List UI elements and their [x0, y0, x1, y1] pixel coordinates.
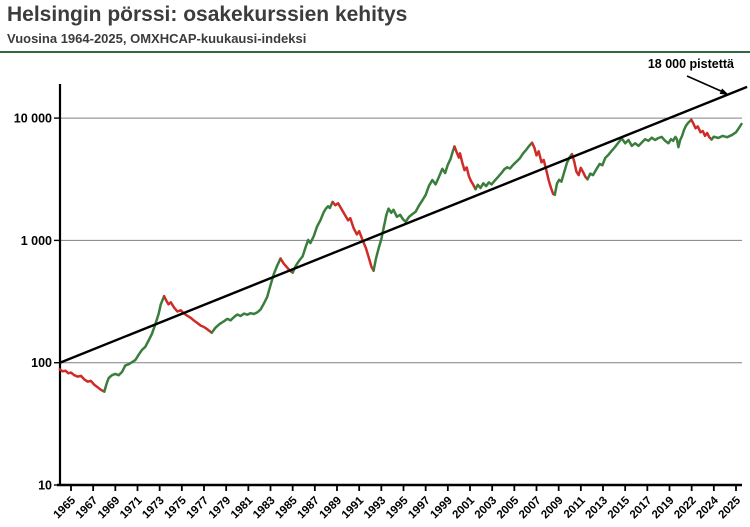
x-axis-label: 1983	[251, 495, 278, 522]
trendline-annotation-label: 18 000 pistettä	[647, 57, 734, 71]
x-axis-label: 2005	[495, 494, 522, 521]
x-axis-label: 1997	[406, 495, 433, 522]
index-line-segment-rise	[103, 294, 166, 393]
x-axis-label: 1969	[96, 495, 123, 522]
header-divider	[0, 51, 750, 53]
index-line-segment-fall	[58, 368, 106, 393]
x-axis-label: 2025	[717, 494, 744, 521]
index-line-segment-rise	[710, 122, 743, 141]
index-line-segment-fall	[570, 152, 589, 181]
index-line-segment-fall	[690, 118, 713, 141]
x-axis-label: 2022	[672, 495, 699, 522]
y-axis-label: 1 000	[21, 234, 52, 248]
index-line-segment-rise	[210, 257, 282, 334]
y-axis-label: 10 000	[14, 112, 52, 126]
y-axis-label: 10	[38, 479, 52, 493]
x-axis-label: 2013	[584, 495, 611, 522]
x-axis-label: 1965	[52, 494, 79, 521]
x-axis-label: 1981	[229, 494, 256, 521]
x-axis-label: 1995	[384, 494, 411, 521]
x-axis-label: 1985	[273, 494, 300, 521]
x-axis-label: 1975	[162, 494, 189, 521]
x-axis-label: 2007	[517, 495, 544, 522]
x-axis-label: 2015	[606, 494, 633, 521]
x-axis-label: 2017	[628, 495, 655, 522]
x-axis-label: 1993	[362, 495, 389, 522]
index-line-segment-fall	[331, 200, 375, 272]
annotation-arrow-head	[719, 88, 729, 95]
x-axis-label: 2001	[451, 494, 478, 521]
x-axis-label: 1987	[295, 495, 322, 522]
x-axis-label: 2019	[650, 495, 677, 522]
annotation-arrow-shaft	[686, 75, 723, 93]
index-line-segment-rise	[586, 118, 693, 181]
x-axis-label: 2003	[473, 495, 500, 522]
y-axis-label: 100	[31, 356, 52, 370]
index-line-segment-fall	[530, 141, 557, 197]
chart-subtitle: Vuosina 1964-2025, OMXHCAP-kuukausi-inde…	[7, 31, 307, 46]
x-axis-label: 2011	[562, 494, 589, 521]
x-axis-label: 1989	[318, 495, 345, 522]
index-line-segment-rise	[372, 145, 456, 272]
x-axis-label: 1991	[340, 494, 367, 521]
x-axis-label: 1971	[118, 494, 145, 521]
x-axis-label: 2024	[694, 494, 721, 521]
x-axis-label: 1977	[185, 495, 212, 522]
index-line-segment-fall	[453, 145, 477, 191]
index-line-segment-fall	[279, 257, 294, 274]
x-axis-label: 1973	[140, 495, 167, 522]
index-line-segment-fall	[162, 294, 214, 334]
x-axis-label: 1967	[74, 495, 101, 522]
index-line-segment-rise	[474, 141, 534, 191]
index-line-segment-rise	[291, 200, 334, 274]
x-axis-label: 2009	[539, 495, 566, 522]
trend-line	[59, 85, 748, 364]
chart-title: Helsingin pörssi: osakekurssien kehitys	[7, 3, 408, 26]
x-axis-label: 1979	[207, 495, 234, 522]
x-axis-label: 1999	[428, 495, 455, 522]
